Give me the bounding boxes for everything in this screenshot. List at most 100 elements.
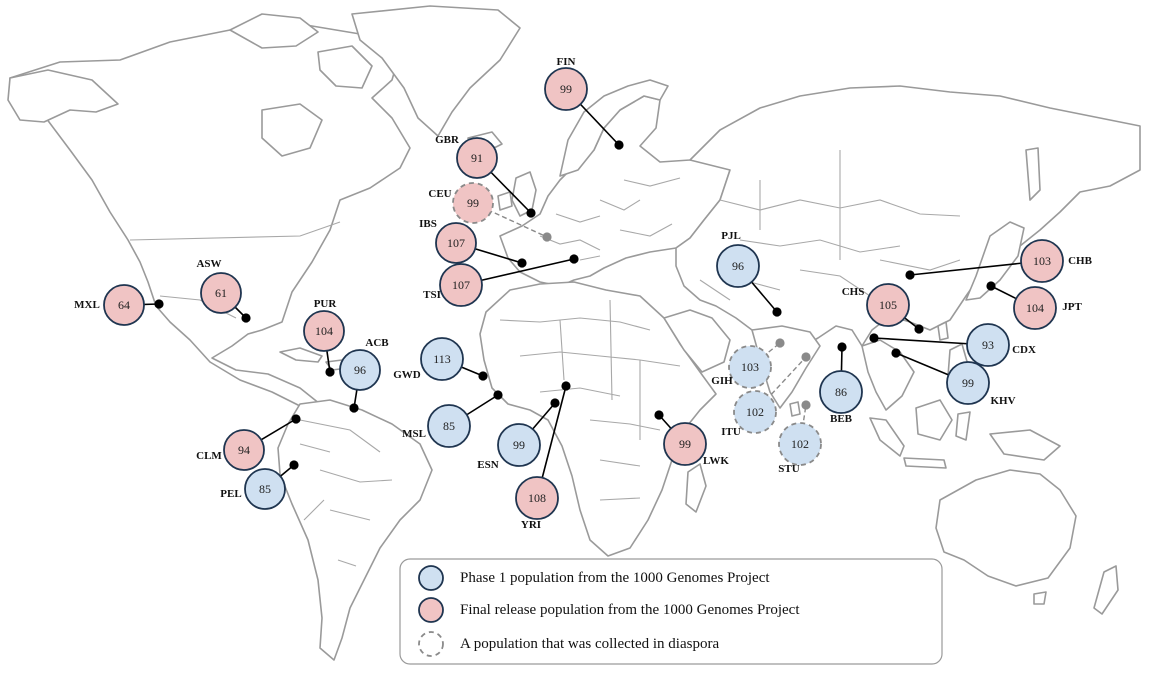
cdx-sample-count: 93 [982, 338, 994, 352]
khv-population-code: KHV [990, 395, 1015, 407]
stu-sample-count: 102 [791, 437, 809, 451]
chb-location-dot [905, 270, 915, 280]
new-zealand [1093, 565, 1119, 615]
pel-location-dot [289, 460, 299, 470]
itu-sample-count: 102 [746, 405, 764, 419]
mxl-population-code: MXL [74, 299, 100, 311]
msl-population-code: MSL [402, 428, 426, 440]
clm-population-circle [223, 429, 265, 471]
gih-location-dot [775, 338, 785, 348]
yri-population-code: YRI [521, 519, 541, 531]
cdx-population-code: CDX [1012, 344, 1036, 356]
msl-location-dot [493, 390, 503, 400]
south-america-landmass [277, 399, 433, 661]
itu-population-code: ITU [721, 426, 741, 438]
jpt-location-dot [986, 281, 996, 291]
ibs-population-code: IBS [419, 218, 437, 230]
sri-lanka [789, 401, 801, 417]
hudson-bay [261, 103, 323, 157]
stu-population-circle [778, 422, 822, 466]
pur-sample-count: 104 [315, 324, 333, 338]
jpt-population-circle [1013, 286, 1057, 330]
gwd-sample-count: 113 [433, 352, 451, 366]
gih-sample-count: 103 [741, 360, 759, 374]
sulawesi [955, 411, 971, 441]
arctic-islands [229, 13, 319, 49]
khv-sample-count: 99 [962, 376, 974, 390]
asw-sample-count: 61 [215, 286, 227, 300]
southeast-asia [861, 339, 915, 411]
clm-population-code: CLM [196, 450, 222, 462]
madagascar [685, 463, 707, 513]
chb-sample-count: 103 [1033, 254, 1051, 268]
esn-location-dot [550, 398, 560, 408]
ceu-population-code: CEU [428, 188, 451, 200]
legend-phase1-label: Phase 1 population from the 1000 Genomes… [460, 570, 770, 586]
clm-location-dot [291, 414, 301, 424]
ibs-population-circle [435, 222, 477, 264]
pur-population-code: PUR [314, 298, 338, 310]
africa-borders [499, 299, 681, 501]
lwk-location-dot [654, 410, 664, 420]
khv-location-dot [891, 348, 901, 358]
africa-landmass [479, 281, 717, 557]
gih-population-code: GIH [711, 375, 733, 387]
pjl-location-dot [772, 307, 782, 317]
legend-final-swatch [418, 597, 444, 623]
cdx-population-circle [966, 323, 1010, 367]
chs-population-code: CHS [842, 286, 865, 298]
beb-location-dot [837, 342, 847, 352]
chb-leader-line [909, 260, 1043, 276]
fin-population-circle [544, 67, 588, 111]
pjl-sample-count: 96 [732, 259, 744, 273]
beb-population-code: BEB [830, 413, 853, 425]
ibs-location-dot [517, 258, 527, 268]
south-america-borders [299, 419, 393, 567]
fin-location-dot [614, 140, 624, 150]
asw-location-dot [241, 313, 251, 323]
legend: Phase 1 population from the 1000 Genomes… [399, 558, 943, 665]
mxl-population-circle [103, 284, 145, 326]
chb-population-code: CHB [1068, 255, 1093, 267]
pur-location-dot [325, 367, 335, 377]
pel-population-code: PEL [220, 488, 241, 500]
cdx-location-dot [869, 333, 879, 343]
asw-population-code: ASW [196, 258, 221, 270]
lwk-population-code: LWK [703, 455, 729, 467]
chs-sample-count: 105 [879, 298, 897, 312]
tasmania [1033, 591, 1047, 605]
scandinavia [559, 79, 669, 177]
lwk-population-circle [663, 422, 707, 466]
pur-population-circle [303, 310, 345, 352]
tsi-population-code: TSI [423, 289, 441, 301]
ceu-leader-line [472, 202, 548, 238]
pjl-population-code: PJL [721, 230, 741, 242]
canada-us-border [129, 221, 341, 241]
europe-borders [539, 177, 681, 261]
australia-landmass [935, 469, 1077, 587]
pel-population-circle [244, 468, 286, 510]
mxl-location-dot [154, 299, 164, 309]
cuba [279, 347, 323, 363]
yri-sample-count: 108 [528, 491, 546, 505]
borneo [915, 399, 953, 441]
itu-population-circle [733, 390, 777, 434]
pel-sample-count: 85 [259, 482, 271, 496]
tsi-location-dot [569, 254, 579, 264]
msl-sample-count: 85 [443, 419, 455, 433]
clm-sample-count: 94 [238, 443, 250, 457]
ceu-population-circle [452, 182, 494, 224]
beb-population-circle [819, 370, 863, 414]
gbr-sample-count: 91 [471, 151, 483, 165]
fin-sample-count: 99 [560, 82, 572, 96]
ceu-sample-count: 99 [467, 196, 479, 210]
lwk-sample-count: 99 [679, 437, 691, 451]
acb-sample-count: 96 [354, 363, 366, 377]
greenland [351, 5, 521, 137]
baffin-island [317, 45, 373, 89]
taiwan [937, 321, 949, 341]
pjl-population-circle [716, 244, 760, 288]
gih-population-circle [728, 345, 772, 389]
country-borders [129, 150, 961, 567]
